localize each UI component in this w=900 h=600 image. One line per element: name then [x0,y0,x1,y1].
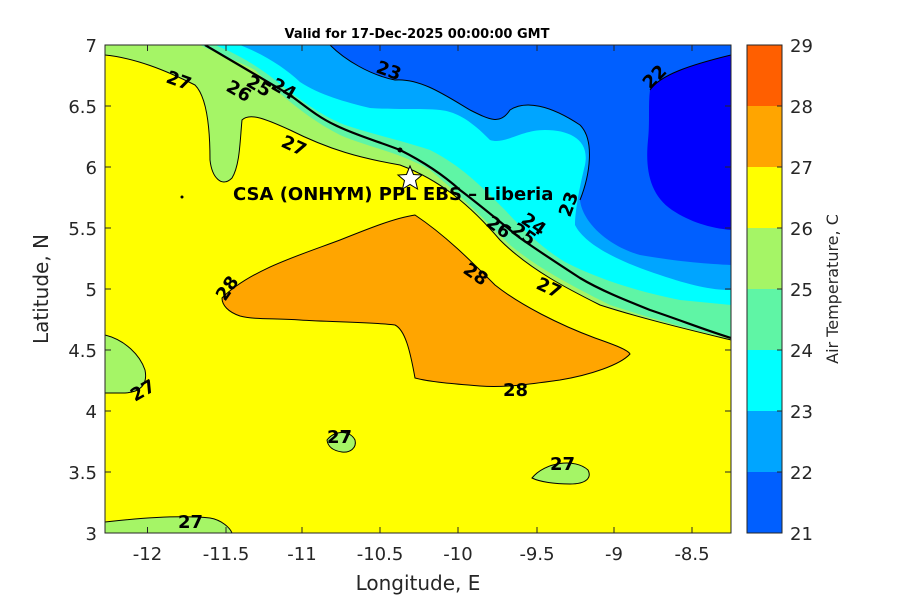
map-title: Valid for 17-Dec-2025 00:00:00 GMT [285,27,550,42]
temperature-field [105,45,731,533]
y-tick-label: 5.5 [68,219,97,240]
y-tick-label: 5 [86,280,97,301]
contour-label: 27 [550,454,575,475]
y-tick-label: 6.5 [68,97,97,118]
colorbar-tick-label: 23 [790,402,813,423]
patch-center [327,432,356,453]
patch-southeast [532,463,590,484]
colorbar-block [747,167,782,229]
y-tick-label: 3.5 [68,463,97,484]
contour-label: 28 [503,380,528,401]
y-tick-label: 6 [86,158,97,179]
colorbar-block [747,228,782,290]
x-tick-label: -11.5 [203,544,250,565]
site-label: CSA (ONHYM) PPL EBS – Liberia [233,184,553,205]
y-tick-marks [105,44,731,534]
site-star-icon [396,164,424,191]
colorbar-block [747,289,782,351]
colorbar-tick-marks [777,44,782,534]
x-tick-label: -9.5 [519,544,554,565]
y-axis-label: Latitude, N [29,234,53,344]
y-tick-label: 4 [86,402,97,423]
band-28-29 [222,215,630,387]
colorbar-block [747,106,782,168]
coastline [204,45,731,340]
colorbar-tick-label: 26 [790,219,813,240]
colorbar-block [747,45,782,107]
contour-label: 27 [178,512,203,533]
x-tick-label: -10 [443,544,472,565]
colorbar-block [747,472,782,534]
colorbar-blocks [747,45,782,534]
island-dot [180,195,184,199]
x-tick-label: -12 [133,544,162,565]
colorbar-label: Air Temperature, C [823,214,842,364]
colorbar-tick-label: 25 [790,280,813,301]
y-tick-label: 3 [86,524,97,545]
colorbar-block [747,411,782,473]
contour-lines [105,45,731,533]
colorbar-tick-label: 22 [790,463,813,484]
colorbar-block [747,350,782,412]
x-axis-label: Longitude, E [356,571,481,595]
x-tick-label: -8.5 [674,544,709,565]
colorbar-tick-label: 24 [790,341,813,362]
colorbar-tick-label: 28 [790,97,813,118]
band-21-22 [647,55,731,230]
x-tick-label: -11 [287,544,316,565]
colorbar-tick-label: 21 [790,524,813,545]
x-tick-label: -10.5 [357,544,404,565]
band-22-23 [330,45,731,265]
contour-label: 27 [327,427,352,448]
colorbar: 29 28 27 26 25 24 23 22 21 Air Temperatu… [746,36,842,545]
coast-point [397,147,403,153]
y-tick-label: 4.5 [68,341,97,362]
patch-southwest [105,516,232,533]
y-tick-label: 7 [86,36,97,57]
x-tick-marks [147,45,693,533]
x-tick-label: -9 [605,544,623,565]
colorbar-tick-label: 29 [790,36,813,57]
colorbar-tick-label: 27 [790,158,813,179]
patch-west [105,335,146,393]
